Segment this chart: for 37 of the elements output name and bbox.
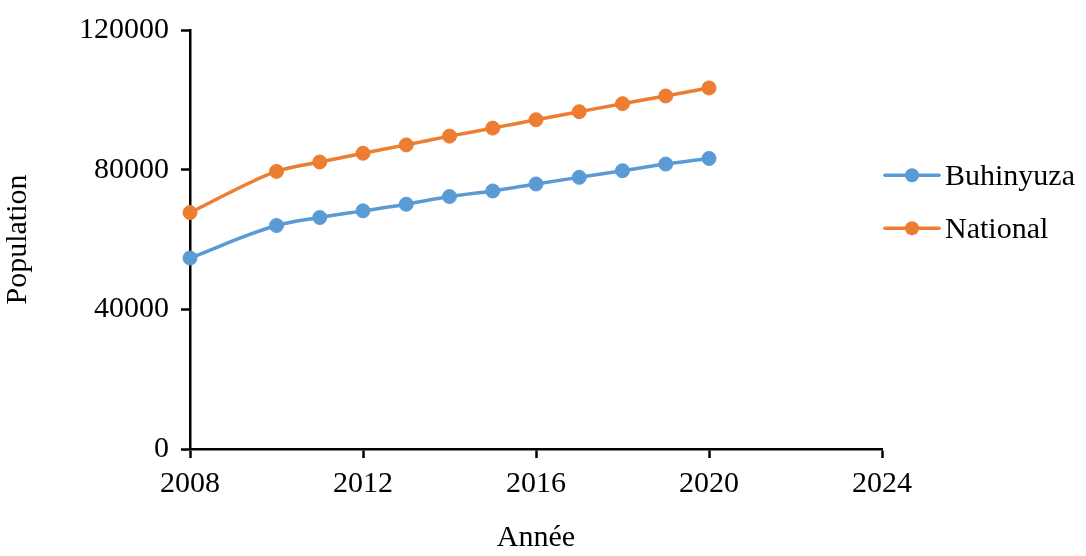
point (701, 150, 717, 166)
x-axis-title: Année (496, 518, 576, 552)
point (355, 145, 371, 161)
x-tick-label: 2016 (506, 464, 566, 498)
point (182, 205, 198, 221)
point (442, 189, 457, 205)
y-tick-label: 120000 (79, 10, 169, 44)
point (615, 96, 630, 112)
point (355, 203, 371, 219)
legend-label: National (945, 211, 1049, 245)
point (528, 112, 544, 128)
point (658, 156, 674, 172)
point (485, 183, 501, 199)
point (442, 128, 457, 144)
y-tick-label: 0 (154, 429, 169, 463)
x-tick-label: 2012 (333, 464, 393, 498)
point (398, 137, 414, 153)
x-tick-label: 2008 (160, 464, 220, 498)
point (182, 250, 198, 266)
point (269, 218, 284, 234)
point (701, 80, 717, 96)
point (312, 210, 328, 225)
point (571, 104, 587, 120)
point (528, 176, 544, 192)
y-axis-title: Population (0, 174, 32, 305)
point (658, 88, 674, 104)
x-tick-label: 2020 (679, 464, 739, 498)
point (312, 154, 328, 170)
point (485, 120, 501, 136)
y-tick-label: 80000 (94, 150, 169, 184)
point (615, 163, 630, 179)
x-tick-label: 2024 (852, 464, 912, 498)
point (269, 163, 284, 179)
legend-label: Buhinyuza (945, 158, 1075, 192)
point (571, 169, 587, 185)
point (398, 196, 414, 212)
y-tick-label: 40000 (94, 290, 169, 324)
